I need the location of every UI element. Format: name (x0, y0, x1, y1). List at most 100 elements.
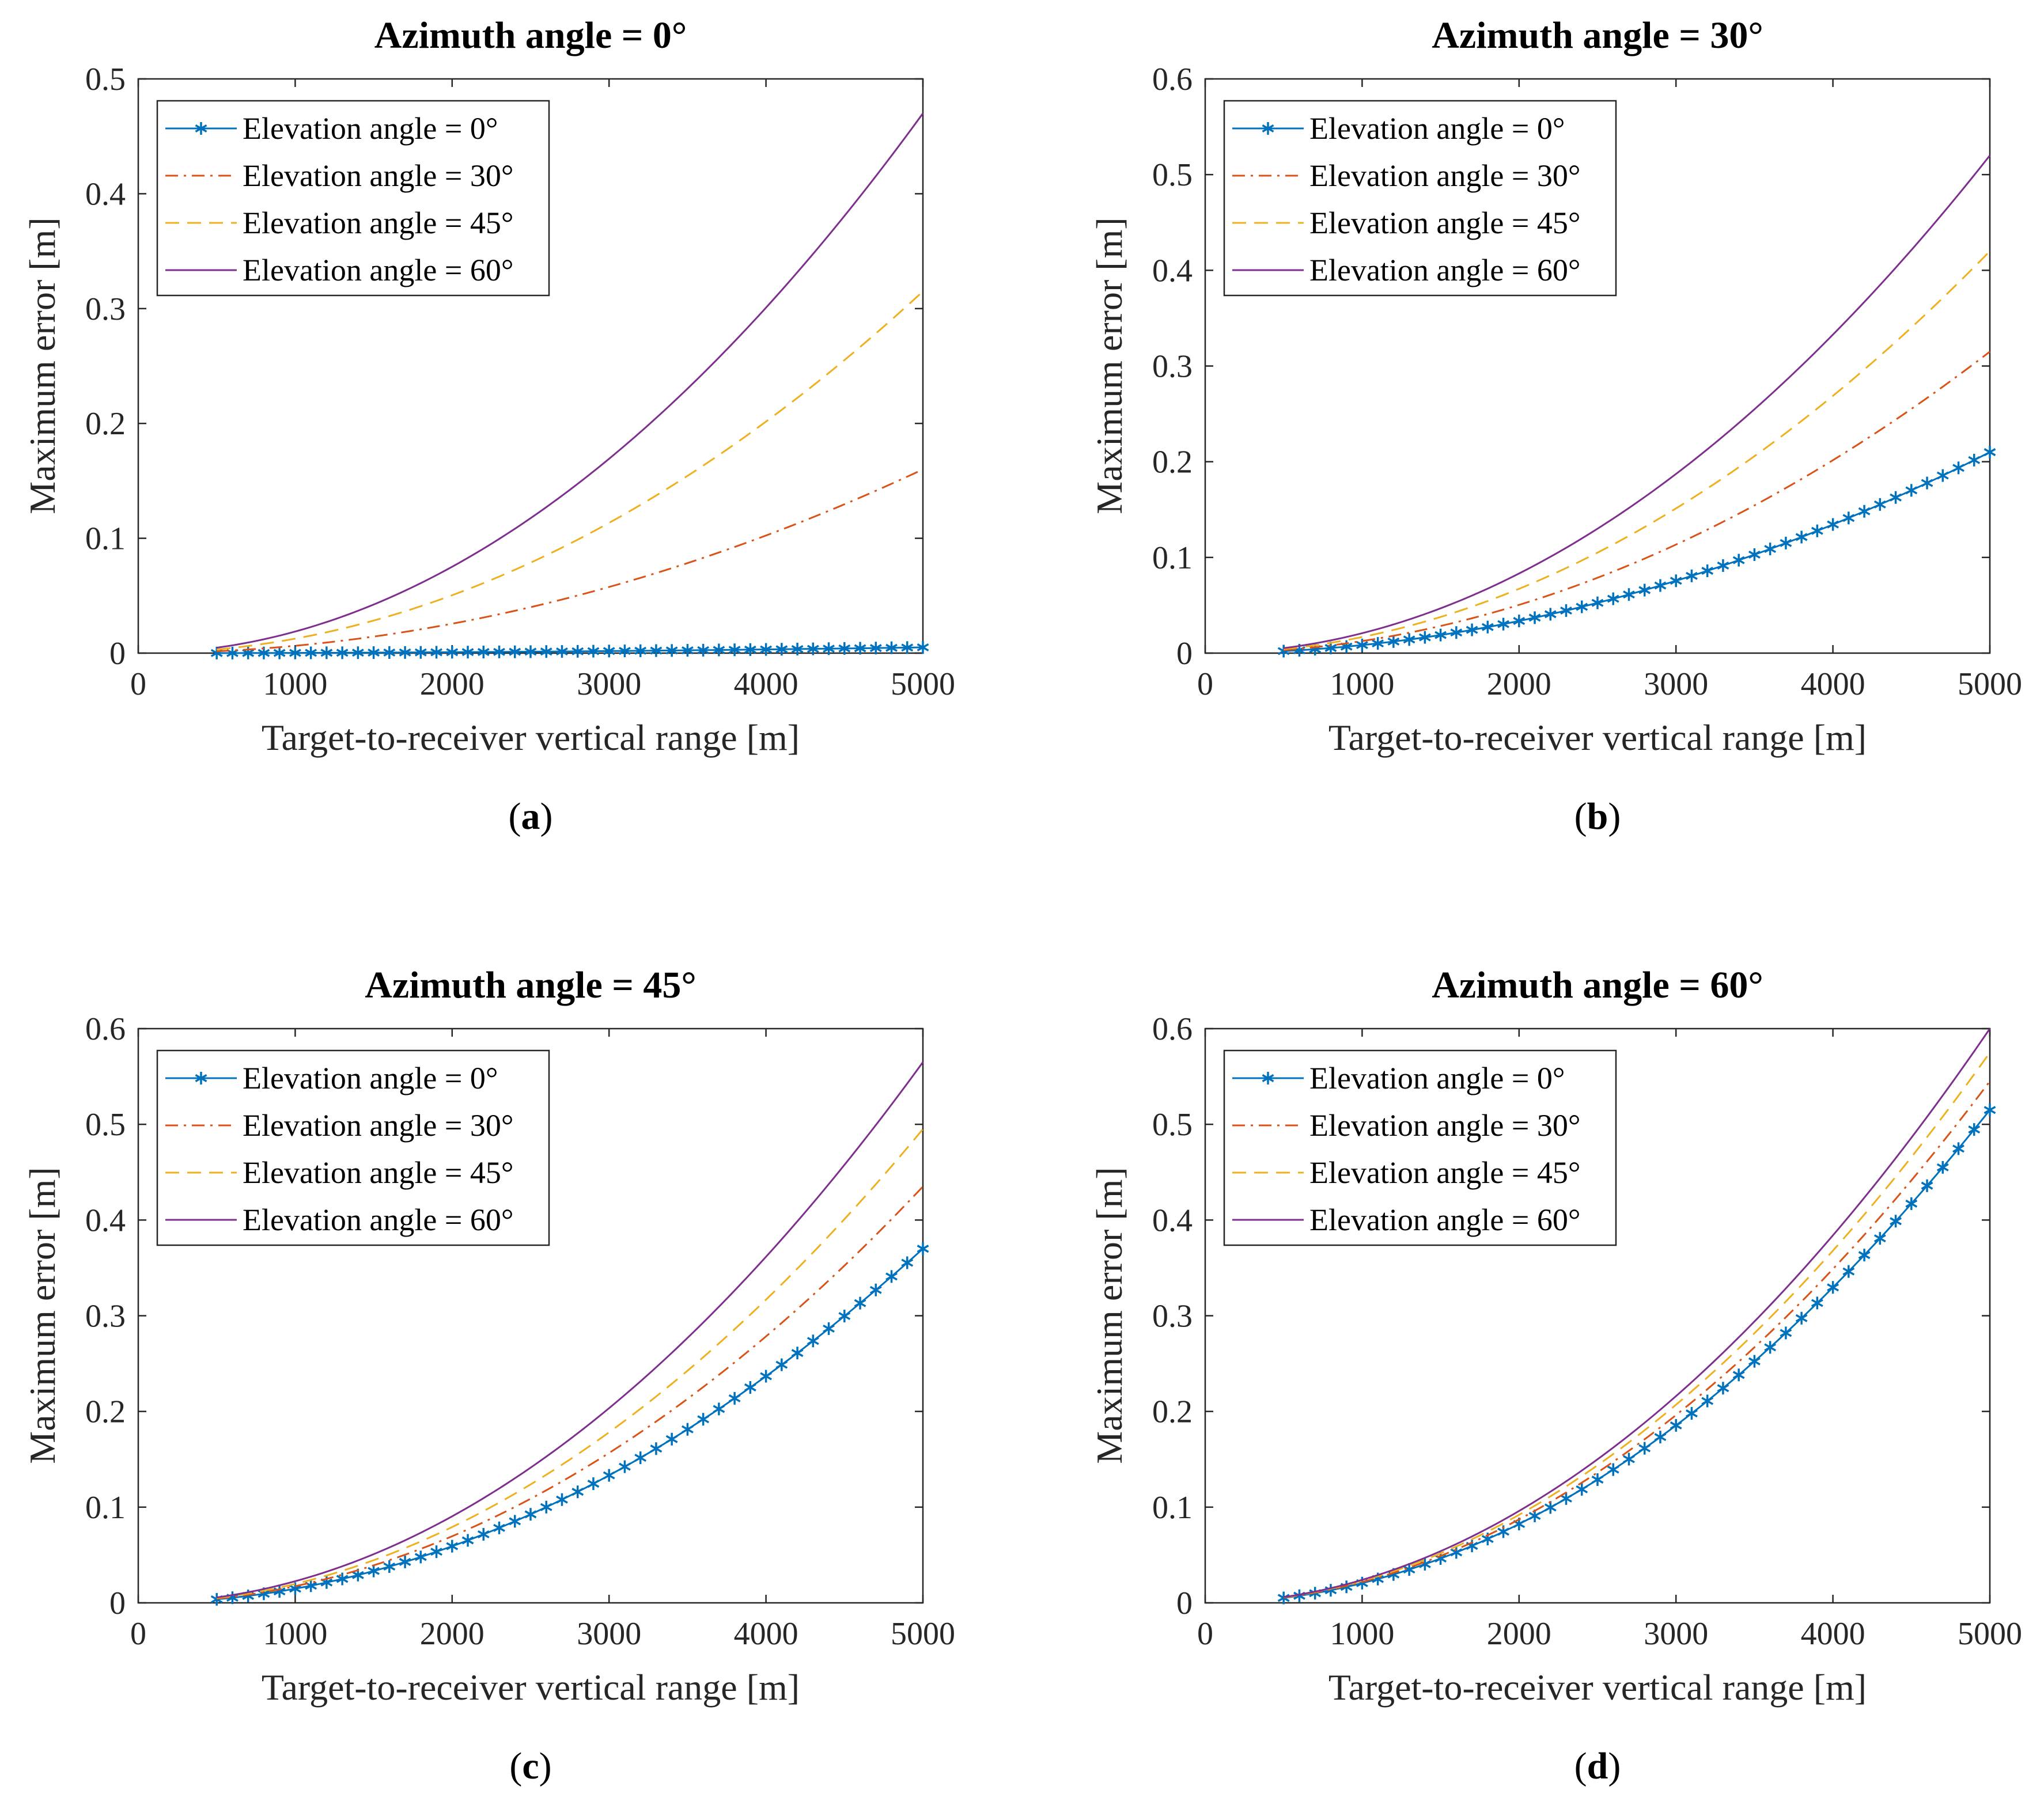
series-marker (1638, 583, 1651, 597)
caption-letter: c (522, 1745, 539, 1787)
legend-box (156, 1049, 550, 1246)
series-marker (493, 1521, 505, 1534)
y-tick-label: 0.1 (1152, 540, 1193, 576)
series-marker (1921, 1179, 1933, 1192)
series-marker (713, 1402, 725, 1416)
x-tick-label: 0 (130, 1616, 146, 1652)
series-marker (1968, 1123, 1981, 1136)
y-tick-label: 0.1 (85, 521, 126, 557)
series-marker (619, 1460, 631, 1473)
legend-entry: Elevation angle = 60° (1309, 1203, 1580, 1237)
y-tick-label: 0.4 (85, 1203, 126, 1238)
series-marker (1780, 536, 1792, 549)
panel-d: Azimuth angle = 60° 0 1000 2000 3000 4000 500… (1089, 964, 2022, 1787)
series-marker (681, 1423, 694, 1436)
series-marker (869, 642, 882, 655)
legend-entry: Elevation angle = 0° (243, 111, 498, 146)
series-marker (383, 1560, 396, 1573)
series-marker (1450, 1546, 1463, 1559)
series-marker (603, 644, 615, 658)
panel-a: Azimuth angle = 0° 0 1000 2000 3000 4000 5000… (22, 14, 955, 837)
y-tick-label: 0.4 (1152, 253, 1193, 289)
series-marker (320, 646, 333, 659)
series-marker (1638, 1442, 1651, 1455)
y-tick-label: 0.3 (1152, 349, 1193, 385)
x-tick-label: 5000 (1958, 666, 2022, 702)
x-tick-label: 3000 (577, 666, 641, 702)
series-marker (665, 644, 678, 657)
series-marker (461, 646, 474, 659)
series-marker (1764, 1341, 1777, 1354)
series-marker (399, 1555, 411, 1568)
series-marker (807, 1334, 819, 1348)
series-marker (1936, 469, 1949, 482)
x-tick-label: 2000 (420, 666, 484, 702)
series-marker (1984, 1104, 1996, 1117)
panel-caption: (b) (1574, 795, 1621, 837)
caption-open-paren: ( (1574, 795, 1587, 837)
series-marker (1795, 530, 1808, 544)
series-marker (477, 646, 490, 659)
series-marker (556, 1493, 568, 1506)
legend-entry: Elevation angle = 30° (1309, 158, 1580, 193)
y-tick-label: 0.6 (85, 1011, 126, 1047)
series-marker (634, 644, 647, 657)
series-marker (634, 1451, 647, 1465)
series-marker (336, 646, 349, 659)
series-marker (1560, 1492, 1572, 1505)
series-marker (1670, 1419, 1682, 1432)
series-marker (885, 641, 898, 654)
y-tick-label: 0 (109, 636, 126, 672)
series-marker (1450, 626, 1463, 639)
series-marker (775, 643, 788, 656)
series-marker (305, 646, 317, 659)
series-marker (1717, 1382, 1729, 1395)
series-marker (1576, 600, 1588, 613)
y-tick-label: 0.5 (85, 62, 126, 97)
series-marker (1905, 484, 1918, 497)
series-marker (1952, 1142, 1964, 1155)
series-marker (1701, 1394, 1714, 1408)
x-tick-label: 1000 (1330, 666, 1394, 702)
series-marker (869, 1283, 882, 1296)
panel-b: Azimuth angle = 30° 0 1000 2000 3000 4000 500… (1089, 14, 2022, 837)
series-marker (1403, 633, 1415, 646)
legend-entry: Elevation angle = 0° (1309, 1061, 1565, 1095)
series-marker (1717, 559, 1729, 572)
y-tick-label: 0.5 (85, 1107, 126, 1143)
plot-area: 0 1000 2000 3000 4000 5000 0 0.1 0.2 0.3 0.4 0.5 0.6… (85, 1011, 955, 1652)
x-tick-label: 0 (1197, 666, 1213, 702)
series-marker (571, 1485, 584, 1499)
caption-open-paren: ( (1574, 1745, 1587, 1787)
legend-marker (195, 122, 207, 135)
series-marker (1576, 1482, 1588, 1496)
series-marker (461, 1534, 474, 1547)
series-marker (697, 643, 710, 657)
series-marker (1858, 505, 1871, 518)
series-marker (1780, 1326, 1792, 1340)
series-marker (1748, 548, 1761, 562)
series-marker (556, 645, 568, 658)
series-marker (885, 1270, 898, 1283)
caption-close-paren: ) (540, 795, 553, 837)
series-line (1284, 154, 1991, 649)
series-marker (1890, 1215, 1902, 1228)
series-line (217, 1128, 924, 1599)
series-marker (1591, 596, 1604, 609)
series-marker (1732, 553, 1745, 567)
panel-caption: (d) (1574, 1745, 1621, 1787)
legend: Elevation angle = 0° Elevation angle = 30… (156, 100, 550, 297)
series-marker (430, 1545, 442, 1558)
series-marker (1560, 604, 1572, 617)
y-axis-label: Maximum error [m] (22, 1167, 63, 1463)
series-marker (728, 643, 741, 657)
x-tick-label: 4000 (734, 1616, 798, 1652)
y-axis-label: Maximum error [m] (1089, 1167, 1130, 1463)
series-marker (351, 646, 364, 659)
series-marker (713, 643, 725, 657)
legend-entry: Elevation angle = 60° (243, 253, 513, 287)
series-marker (917, 641, 929, 654)
series-marker (791, 642, 804, 655)
series-marker (1764, 543, 1777, 556)
series-marker (697, 1413, 710, 1426)
